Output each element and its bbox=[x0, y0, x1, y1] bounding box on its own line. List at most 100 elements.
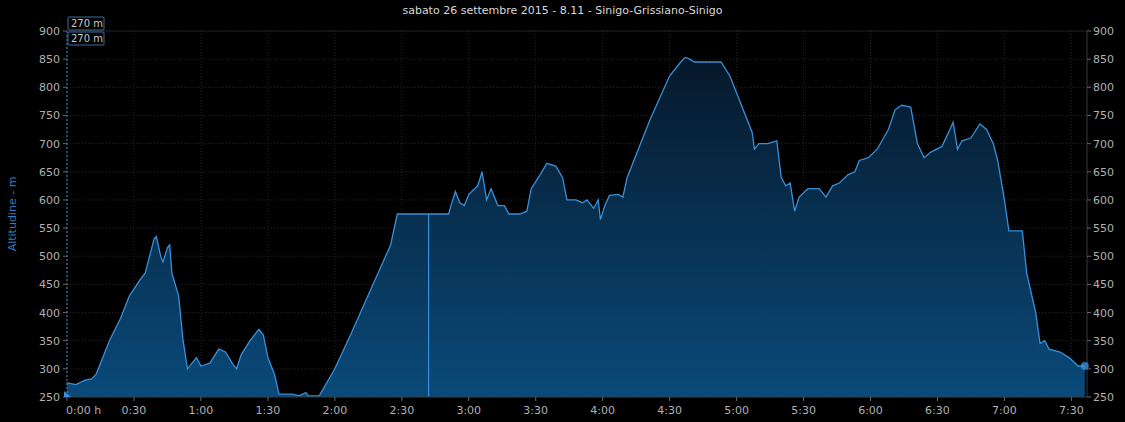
grid-line bbox=[67, 31, 68, 397]
y-tick-label: 550 bbox=[39, 222, 60, 235]
annotation-box bbox=[68, 17, 104, 30]
x-tick bbox=[937, 397, 938, 401]
y2-tick bbox=[1087, 171, 1091, 172]
grid-line bbox=[67, 115, 1087, 116]
y2-tick-label: 450 bbox=[1093, 278, 1114, 291]
x-tick-label: 0:00 h bbox=[66, 404, 101, 417]
chart: 250 300 350 400 450 500 550 600 650 700 750 800 850 9… bbox=[0, 0, 1125, 422]
y-tick-label: 900 bbox=[39, 25, 60, 38]
y2-tick bbox=[1087, 143, 1091, 144]
x-tick bbox=[1071, 397, 1072, 401]
x-tick bbox=[267, 397, 268, 401]
y-tick bbox=[63, 143, 67, 144]
y-tick-label: 600 bbox=[39, 194, 60, 207]
y2-tick-label: 400 bbox=[1093, 307, 1114, 320]
y2-tick-label: 850 bbox=[1093, 53, 1114, 66]
x-tick bbox=[803, 397, 804, 401]
y-tick bbox=[63, 87, 67, 88]
grid-line bbox=[67, 59, 1087, 60]
x-tick bbox=[133, 397, 134, 401]
y2-tick bbox=[1087, 228, 1091, 229]
x-tick-label: 1:30 bbox=[256, 404, 281, 417]
y-tick bbox=[63, 340, 67, 341]
x-axis bbox=[67, 397, 1087, 398]
y2-tick-label: 250 bbox=[1093, 391, 1114, 404]
x-tick bbox=[736, 397, 737, 401]
x-tick-label: 6:00 bbox=[858, 404, 883, 417]
x-tick-label: 0:30 bbox=[122, 404, 147, 417]
y2-tick-label: 550 bbox=[1093, 222, 1114, 235]
plot-area bbox=[67, 58, 1085, 398]
y2-tick bbox=[1087, 397, 1091, 398]
grid-line bbox=[334, 31, 335, 397]
y-tick bbox=[63, 115, 67, 116]
start-marker bbox=[64, 391, 71, 397]
frame-top bbox=[67, 31, 1087, 32]
y2-tick bbox=[1087, 59, 1091, 60]
annotation: 270 m bbox=[71, 18, 103, 29]
grid-line bbox=[200, 31, 201, 397]
x-tick-label: 7:00 bbox=[992, 404, 1017, 417]
y-tick-label: 400 bbox=[39, 307, 60, 320]
y2-tick-label: 300 bbox=[1093, 363, 1114, 376]
cursor-line bbox=[428, 214, 429, 397]
x-tick bbox=[401, 397, 402, 401]
y2-axis bbox=[1087, 31, 1088, 397]
x-tick-label: 5:00 bbox=[724, 404, 749, 417]
title: sabato 26 settembre 2015 - 8.11 - Sinigo… bbox=[402, 4, 722, 17]
y-tick bbox=[63, 31, 67, 32]
y2-tick bbox=[1087, 256, 1091, 257]
y2-tick bbox=[1087, 312, 1091, 313]
y2-tick-label: 350 bbox=[1093, 335, 1114, 348]
x-tick-label: 4:00 bbox=[590, 404, 615, 417]
y-tick-label: 250 bbox=[39, 391, 60, 404]
grid-line bbox=[1071, 31, 1072, 397]
y2-tick-label: 500 bbox=[1093, 250, 1114, 263]
y-tick bbox=[63, 284, 67, 285]
y-tick-label: 500 bbox=[39, 250, 60, 263]
grid-line bbox=[67, 397, 1087, 398]
end-marker bbox=[1081, 362, 1089, 370]
annotation-box bbox=[68, 32, 104, 45]
x-tick bbox=[67, 397, 68, 401]
x-tick bbox=[468, 397, 469, 401]
y2-tick-label: 700 bbox=[1093, 138, 1114, 151]
y-tick-label: 850 bbox=[39, 53, 60, 66]
y-axis-label: Altitudine - m bbox=[6, 177, 19, 252]
y-tick-label: 700 bbox=[39, 138, 60, 151]
y2-tick-label: 600 bbox=[1093, 194, 1114, 207]
y-tick bbox=[63, 171, 67, 172]
x-tick-label: 1:00 bbox=[189, 404, 214, 417]
x-tick-label: 4:30 bbox=[657, 404, 682, 417]
x-tick bbox=[535, 397, 536, 401]
x-tick bbox=[602, 397, 603, 401]
y-tick-label: 350 bbox=[39, 335, 60, 348]
x-tick bbox=[334, 397, 335, 401]
y-tick bbox=[63, 256, 67, 257]
y2-tick bbox=[1087, 284, 1091, 285]
y-tick-label: 800 bbox=[39, 81, 60, 94]
grid-line bbox=[267, 31, 268, 397]
y2-tick bbox=[1087, 115, 1091, 116]
y2-tick bbox=[1087, 340, 1091, 341]
y2-tick-label: 650 bbox=[1093, 166, 1114, 179]
annotation: 270 m bbox=[71, 33, 103, 44]
elevation-line bbox=[67, 58, 1085, 396]
y2-tick-label: 900 bbox=[1093, 25, 1114, 38]
y-tick bbox=[63, 59, 67, 60]
y-tick bbox=[63, 368, 67, 369]
grid-line bbox=[67, 87, 1087, 88]
x-tick bbox=[870, 397, 871, 401]
y-tick-label: 750 bbox=[39, 109, 60, 122]
x-tick-label: 6:30 bbox=[925, 404, 950, 417]
y-axis bbox=[67, 31, 68, 397]
x-tick-label: 5:30 bbox=[791, 404, 816, 417]
y-tick-label: 650 bbox=[39, 166, 60, 179]
x-tick bbox=[1004, 397, 1005, 401]
y-tick-label: 300 bbox=[39, 363, 60, 376]
elevation-area bbox=[67, 58, 1085, 398]
x-tick-label: 7:30 bbox=[1059, 404, 1084, 417]
y2-tick-label: 750 bbox=[1093, 109, 1114, 122]
grid-line bbox=[67, 143, 1087, 144]
x-tick bbox=[669, 397, 670, 401]
